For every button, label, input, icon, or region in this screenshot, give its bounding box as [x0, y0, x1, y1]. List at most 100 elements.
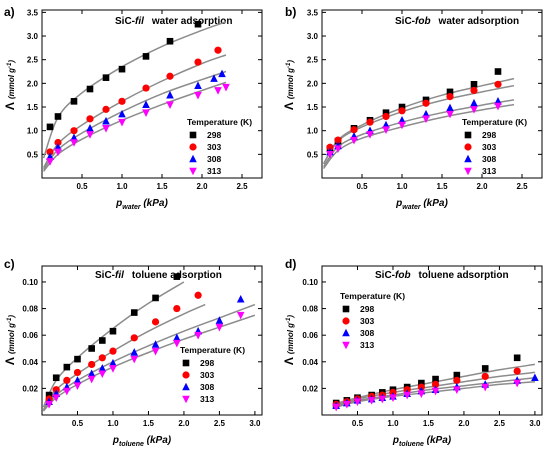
legend-marker-303	[464, 143, 472, 151]
data-point-298	[446, 88, 454, 96]
data-point-313	[86, 131, 94, 139]
legend-marker-303	[189, 143, 197, 151]
data-point-298	[99, 337, 106, 344]
data-point-308	[73, 376, 82, 384]
x-axis-label: ptoluene (kPa)	[392, 435, 452, 448]
panel-label: d)	[285, 257, 296, 271]
y-axis-close: )	[7, 315, 16, 319]
data-point-303	[73, 368, 82, 377]
data-point-298	[46, 123, 54, 131]
panel-label: c)	[4, 257, 15, 271]
data-point-313	[194, 91, 202, 100]
y-tick-label: 0.08	[302, 305, 318, 314]
data-point-313	[151, 347, 160, 356]
data-point-313	[398, 121, 406, 130]
x-tick-label: 2.0	[476, 182, 488, 191]
data-point-303	[194, 58, 202, 66]
title-material: SiC-	[115, 16, 135, 27]
data-point-303	[194, 291, 202, 299]
x-tick-label: 2.0	[458, 419, 470, 428]
title-material-italic: fil	[115, 270, 124, 281]
y-axis-close: )	[286, 60, 295, 64]
data-point-313	[422, 115, 430, 124]
data-point-298	[109, 327, 117, 335]
data-point-303	[54, 138, 62, 147]
x-tick-label: 1.0	[396, 182, 408, 191]
series-303	[45, 291, 202, 403]
legend-marker-308	[189, 154, 197, 163]
y-tick-label: 0.10	[302, 278, 318, 287]
data-point-303	[102, 105, 110, 113]
data-point-303	[431, 380, 440, 389]
data-point-303	[422, 99, 430, 107]
panel-label: a)	[4, 5, 15, 19]
legend-marker-303	[342, 317, 350, 325]
title-rest: water adsorption	[151, 16, 233, 27]
title-material-italic: fob	[415, 16, 431, 27]
y-axis-unit: (mmol g	[286, 68, 295, 99]
title-material: SiC-	[375, 270, 395, 281]
data-point-308	[422, 109, 430, 118]
series-313	[46, 83, 230, 166]
data-point-298	[86, 85, 94, 93]
legend-label-308: 308	[200, 382, 214, 392]
data-point-308	[166, 90, 174, 99]
y-axis-label: Λ (mmol g-1)	[3, 315, 17, 365]
data-point-303	[453, 376, 461, 385]
series-313	[326, 102, 502, 159]
y-tick-label: 0.08	[22, 305, 38, 314]
data-point-308	[109, 358, 117, 367]
data-point-298	[102, 74, 110, 81]
data-point-303	[334, 136, 342, 144]
title-material: SiC-	[95, 270, 115, 281]
y-axis-unit: (mmol g	[286, 323, 295, 354]
legend-title: Temperature (K)	[187, 117, 252, 127]
legend-marker-308	[464, 154, 472, 163]
x-tick-label: 1.5	[423, 419, 435, 428]
data-point-298	[88, 345, 95, 352]
legend-label-313: 313	[207, 166, 221, 176]
data-point-313	[52, 394, 60, 403]
y-tick-label: 3.0	[27, 32, 39, 41]
data-point-298	[152, 294, 159, 302]
data-point-298	[54, 113, 62, 120]
data-point-308	[70, 133, 78, 142]
series-298	[45, 273, 181, 399]
data-point-313	[109, 365, 117, 373]
data-point-313	[118, 118, 126, 127]
y-axis-exponent: -1	[286, 62, 292, 68]
x-axis-subscript: toluene	[119, 441, 144, 448]
data-point-308	[446, 103, 454, 112]
data-point-298	[418, 379, 425, 387]
legend-marker-298	[342, 305, 350, 313]
data-point-308	[382, 120, 390, 129]
data-point-313	[513, 379, 521, 388]
data-point-298	[74, 355, 81, 363]
legend-label-303: 303	[207, 142, 221, 152]
data-point-303	[151, 318, 160, 326]
x-tick-label: 0.5	[356, 182, 368, 191]
data-point-308	[98, 364, 107, 372]
data-point-303	[446, 93, 454, 101]
data-point-313	[417, 390, 426, 399]
data-point-313	[214, 87, 222, 95]
data-point-313	[366, 131, 374, 139]
x-tick-label: 2.5	[516, 182, 528, 191]
data-point-303	[214, 46, 222, 54]
x-tick-label: 0.5	[76, 182, 88, 191]
data-point-298	[398, 103, 406, 111]
data-point-303	[86, 115, 94, 123]
x-tick-label: 2.0	[178, 419, 190, 428]
x-tick-label: 1.5	[143, 419, 155, 428]
title-material-italic: fob	[395, 270, 411, 281]
y-axis-unit: (mmol g	[7, 323, 16, 354]
legend-label-313: 313	[482, 166, 496, 176]
data-point-298	[52, 374, 60, 382]
data-point-308	[86, 124, 94, 132]
legend-label-298: 298	[200, 358, 214, 368]
panel-label: b)	[285, 5, 296, 19]
legend: Temperature (K) 298 303 308 313	[187, 117, 252, 176]
data-point-313	[494, 102, 502, 111]
plot-frame	[321, 9, 543, 179]
data-point-303	[98, 354, 106, 362]
